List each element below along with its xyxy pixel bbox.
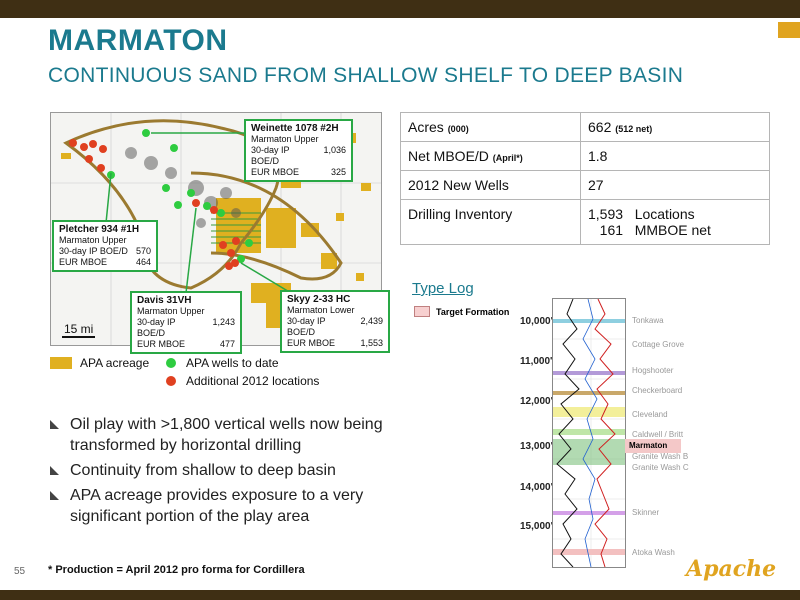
- bottom-bar: [0, 590, 800, 600]
- eur-value: 325: [330, 167, 346, 177]
- stat-key: Drilling Inventory: [400, 199, 581, 245]
- ip-value: 570: [135, 246, 151, 256]
- eur-label: EUR MBOE: [137, 339, 186, 349]
- stat-value: 1.8: [580, 141, 770, 171]
- well-callout: Pletcher 934 #1H Marmaton Upper 30-day I…: [52, 220, 158, 272]
- well-callout: Davis 31VH Marmaton Upper 30-day IP BOE/…: [130, 291, 242, 354]
- page-number: 55: [14, 566, 26, 577]
- eur-value: 477: [219, 339, 235, 349]
- table-row: Acres (000) 662 (512 net): [400, 112, 770, 142]
- ip-value: 1,243: [212, 317, 235, 327]
- depth-label: 15,000': [520, 521, 553, 532]
- target-formation-label: Marmaton: [625, 439, 681, 453]
- well-zone: Marmaton Upper: [59, 235, 127, 245]
- legend-additional-label: Additional 2012 locations: [186, 374, 320, 388]
- depth-label: 14,000': [520, 482, 553, 493]
- ip-value: 2,439: [360, 316, 383, 326]
- formation-label: Atoka Wash: [632, 548, 675, 557]
- list-item: APA acreage provides exposure to a very …: [48, 485, 408, 527]
- well-name: Pletcher 934 #1H: [59, 224, 140, 235]
- target-label: Target Formation: [436, 306, 510, 317]
- target-legend: Target Formation: [414, 306, 509, 317]
- depth-label: 10,000': [520, 316, 553, 327]
- ip-value: 1,036: [323, 145, 346, 155]
- table-row: 2012 New Wells 27: [400, 170, 770, 200]
- eur-label: EUR MBOE: [287, 338, 336, 348]
- legend-wells: APA wells to date: [166, 356, 279, 370]
- type-log-title: Type Log: [412, 280, 474, 297]
- stat-value: 1,593 Locations 161 MMBOE net: [580, 199, 770, 245]
- ip-label: 30-day IP BOE/D: [251, 145, 290, 166]
- stat-key: Net MBOE/D (April*): [400, 141, 581, 171]
- list-item: Continuity from shallow to deep basin: [48, 460, 408, 481]
- legend-acreage: APA acreage: [50, 356, 149, 370]
- formation-label: Granite Wash C: [632, 463, 689, 472]
- ip-label: 30-day IP BOE/D: [287, 316, 326, 337]
- page-title: MARMATON: [48, 24, 228, 57]
- formation-label: Caldwell / Britt: [632, 430, 684, 439]
- acreage-swatch: [50, 357, 72, 369]
- stat-key: 2012 New Wells: [400, 170, 581, 200]
- formation-label: Tonkawa: [632, 316, 664, 325]
- corner-tab: [778, 22, 800, 38]
- formation-label: Skinner: [632, 508, 660, 517]
- table-row: Net MBOE/D (April*) 1.8: [400, 141, 770, 171]
- stat-value: 662 (512 net): [580, 112, 770, 142]
- legend-wells-label: APA wells to date: [186, 356, 279, 370]
- eur-label: EUR MBOE: [251, 167, 300, 177]
- well-callout: Skyy 2-33 HC Marmaton Lower 30-day IP BO…: [280, 290, 390, 353]
- bullet-list: Oil play with >1,800 vertical wells now …: [48, 414, 408, 531]
- eur-label: EUR MBOE: [59, 257, 108, 267]
- top-bar: [0, 0, 800, 18]
- list-item: Oil play with >1,800 vertical wells now …: [48, 414, 408, 456]
- well-name: Davis 31VH: [137, 295, 192, 306]
- table-row: Drilling Inventory 1,593 Locations 161 M…: [400, 199, 770, 245]
- depth-label: 13,000': [520, 441, 553, 452]
- green-dot-icon: [166, 358, 176, 368]
- depth-label: 11,000': [520, 356, 553, 367]
- map-scale: 15 mi: [62, 322, 96, 338]
- formation-label: Hogshooter: [632, 366, 674, 375]
- formation-label: Checkerboard: [632, 386, 683, 395]
- formation-label: Cleveland: [632, 410, 668, 419]
- ip-label: 30-day IP BOE/D: [59, 246, 128, 256]
- ip-label: 30-day IP BOE/D: [137, 317, 176, 338]
- well-zone: Marmaton Upper: [137, 306, 205, 316]
- depth-label: 12,000': [520, 396, 553, 407]
- well-name: Skyy 2-33 HC: [287, 294, 351, 305]
- formation-label: Cottage Grove: [632, 340, 685, 349]
- eur-value: 1,553: [360, 338, 383, 348]
- well-name: Weinette 1078 #2H: [251, 123, 339, 134]
- red-dot-icon: [166, 376, 176, 386]
- well-zone: Marmaton Lower: [287, 305, 355, 315]
- legend-acreage-label: APA acreage: [80, 356, 150, 370]
- type-log-track: [552, 298, 626, 568]
- well-zone: Marmaton Upper: [251, 134, 319, 144]
- apache-logo: Apache: [686, 556, 777, 582]
- well-callout: Weinette 1078 #2H Marmaton Upper 30-day …: [244, 119, 353, 182]
- stat-key: Acres (000): [400, 112, 581, 142]
- eur-value: 464: [135, 257, 151, 267]
- stat-value: 27: [580, 170, 770, 200]
- target-swatch: [414, 306, 430, 317]
- log-curves: [553, 299, 625, 567]
- legend-additional: Additional 2012 locations: [166, 374, 319, 388]
- stats-table: Acres (000) 662 (512 net) Net MBOE/D (Ap…: [400, 112, 770, 245]
- page-subtitle: CONTINUOUS SAND FROM SHALLOW SHELF TO DE…: [48, 64, 684, 87]
- formation-label: Granite Wash B: [632, 452, 689, 461]
- footnote: * Production = April 2012 pro forma for …: [48, 564, 305, 576]
